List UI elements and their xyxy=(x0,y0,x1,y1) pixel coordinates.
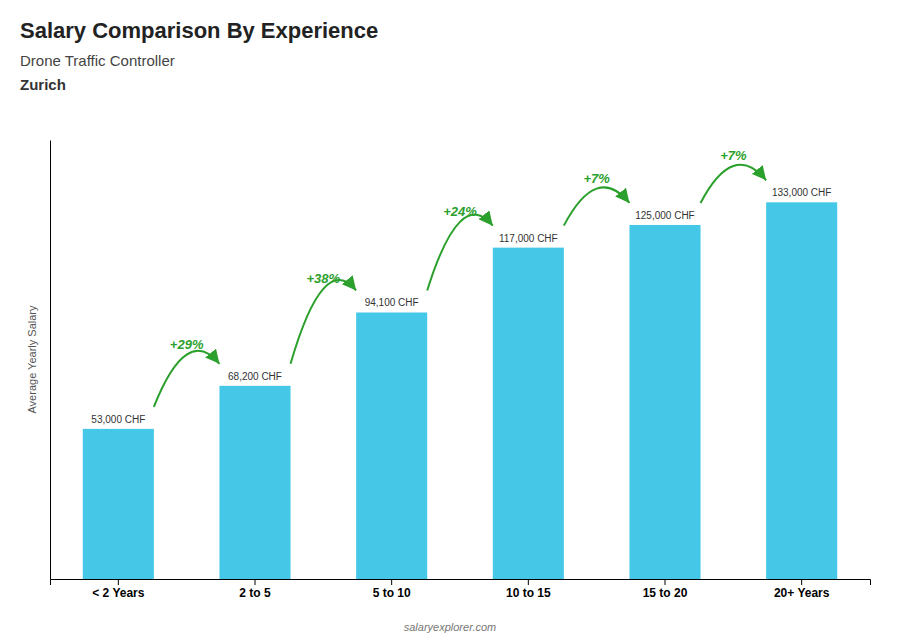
data-label: 68,200 CHF xyxy=(228,371,282,382)
tick-mark xyxy=(118,579,119,585)
tick-mark xyxy=(665,579,666,585)
change-arrow xyxy=(154,351,220,407)
x-tick-label: < 2 Years xyxy=(92,586,144,600)
subtitle: Drone Traffic Controller xyxy=(20,52,175,69)
tick-mark xyxy=(801,579,802,585)
data-labels: 53,000 CHF 68,200 CHF 94,100 CHF 117,000 CH… xyxy=(91,187,831,425)
chart-svg: Salary Comparison By Experience Drone Tra… xyxy=(0,0,900,641)
data-label: 133,000 CHF xyxy=(772,187,831,198)
x-tick: 2 to 5 xyxy=(239,579,271,600)
change-arrow xyxy=(427,215,493,291)
change-arrow xyxy=(564,187,630,225)
x-tick-label: 20+ Years xyxy=(774,586,830,600)
subtitle: Zurich xyxy=(20,76,66,93)
title: Salary Comparison By Experience xyxy=(20,18,378,43)
tick-mark xyxy=(391,579,392,585)
change-label: +29% xyxy=(170,337,204,352)
caption: salaryexplorer.com xyxy=(404,621,497,633)
x-tick: 5 to 10 xyxy=(373,579,411,600)
y-axis-title: Average Yearly Salary xyxy=(26,305,38,414)
x-tick-label: 10 to 15 xyxy=(506,586,551,600)
y-axis xyxy=(50,141,51,580)
x-tick-label: 15 to 20 xyxy=(643,586,688,600)
bar xyxy=(766,202,837,579)
change-label: +7% xyxy=(720,148,747,163)
data-label: 94,100 CHF xyxy=(365,297,419,308)
chart-container: Salary Comparison By Experience Drone Tra… xyxy=(0,0,900,641)
x-tick: < 2 Years xyxy=(92,579,144,600)
x-axis-line xyxy=(51,580,871,586)
x-tick: 20+ Years xyxy=(774,579,830,600)
data-label: 125,000 CHF xyxy=(635,210,694,221)
tick-mark xyxy=(528,579,529,585)
change-label: +24% xyxy=(443,204,477,219)
tick-mark xyxy=(255,579,256,585)
change-label: +38% xyxy=(307,271,341,286)
x-tick-label: 5 to 10 xyxy=(373,586,411,600)
data-label: 53,000 CHF xyxy=(91,414,145,425)
x-tick-label: 2 to 5 xyxy=(239,586,271,600)
change-label: +7% xyxy=(583,171,610,186)
y-axis-line xyxy=(50,141,51,580)
x-axis: < 2 Years 2 to 5 5 to 10 10 to 15 15 to 20 20… xyxy=(51,579,871,600)
x-tick: 10 to 15 xyxy=(506,579,551,600)
bar xyxy=(493,248,564,579)
plot-area xyxy=(83,202,837,579)
data-label: 117,000 CHF xyxy=(499,233,558,244)
change-arrow xyxy=(291,280,357,364)
change-annotations: +29% +38% +24% +7% +7% xyxy=(154,148,766,407)
bar xyxy=(219,386,290,579)
x-tick: 15 to 20 xyxy=(643,579,688,600)
change-arrow xyxy=(701,165,767,203)
bar xyxy=(629,225,700,579)
bar xyxy=(83,429,154,579)
bar xyxy=(356,312,427,579)
